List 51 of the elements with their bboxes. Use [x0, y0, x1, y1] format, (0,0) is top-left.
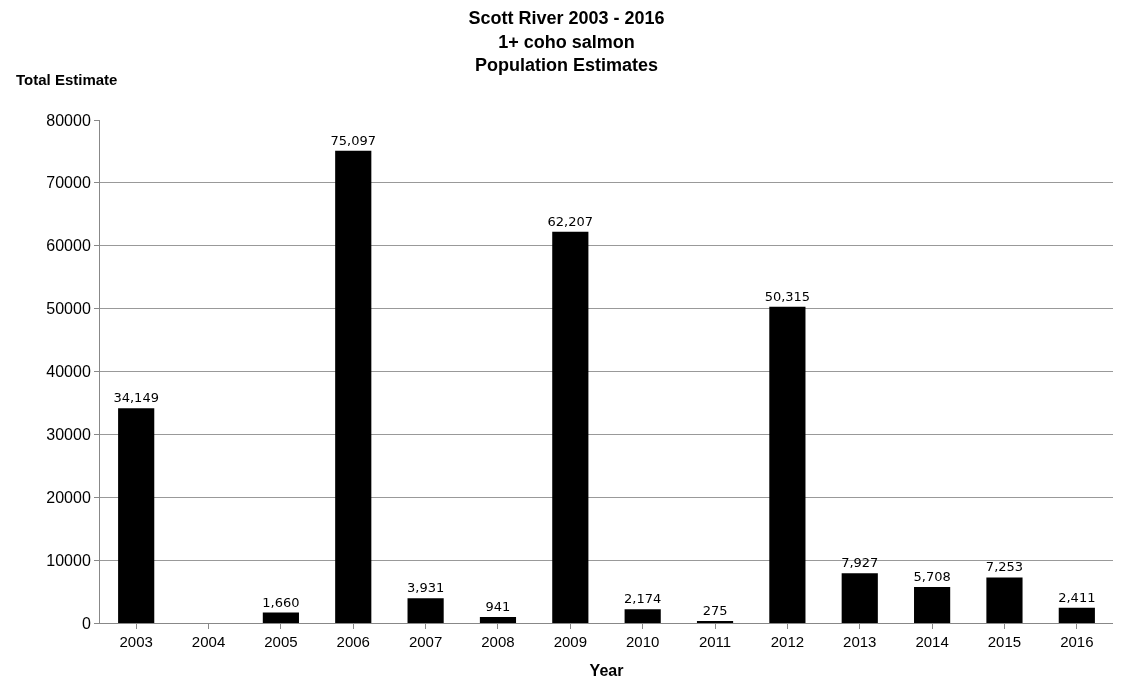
y-tick-label: 10000 [46, 551, 91, 569]
y-tick-label: 30000 [46, 425, 91, 443]
y-tick-label: 50000 [46, 300, 91, 318]
bar [624, 609, 661, 623]
x-tick-label: 2013 [843, 633, 877, 650]
data-label: 1,660 [262, 594, 300, 610]
data-label: 2,411 [1058, 589, 1096, 605]
data-label: 275 [702, 603, 728, 618]
data-label: 7,253 [985, 559, 1024, 575]
y-tick-label: 80000 [46, 111, 91, 129]
x-tick-label: 2011 [698, 633, 732, 650]
x-tick-label: 2006 [336, 633, 370, 650]
y-tick-label: 0 [81, 614, 91, 632]
bar [479, 617, 517, 623]
bar [841, 573, 878, 623]
data-label: 941 [485, 599, 511, 615]
data-label: 75,097 [330, 132, 376, 148]
x-tick-label: 2015 [987, 633, 1022, 650]
y-axis-title: Total Estimate [16, 71, 118, 88]
x-tick-label: 2016 [1060, 633, 1094, 650]
bar [769, 306, 806, 623]
x-tick-label: 2004 [191, 633, 226, 650]
bar [262, 612, 299, 623]
data-label: 62,207 [547, 213, 594, 229]
x-tick-label: 2005 [264, 633, 298, 650]
x-axis-title: Year [589, 661, 624, 679]
y-tick-label: 40000 [46, 363, 91, 381]
bar [335, 150, 372, 623]
x-tick-label: 2010 [625, 633, 660, 650]
data-label: 2,174 [624, 591, 662, 607]
bar [407, 598, 444, 623]
data-label: 5,708 [913, 569, 951, 585]
x-tick-label: 2012 [770, 633, 805, 650]
bar [914, 587, 951, 623]
bar [552, 231, 589, 623]
x-tick-label: 2008 [481, 633, 515, 650]
data-label: 7,927 [841, 555, 879, 571]
data-label: 3,931 [407, 580, 445, 596]
x-tick-label: 2014 [915, 633, 949, 650]
y-tick-label: 70000 [46, 174, 91, 192]
x-tick-label: 2009 [553, 633, 588, 650]
data-label: 50,315 [764, 288, 811, 304]
bar [986, 577, 1023, 623]
y-tick-label: 60000 [46, 237, 91, 255]
data-label: 34,149 [113, 390, 159, 406]
x-tick-label: 2003 [119, 633, 153, 650]
bar [118, 408, 155, 623]
bar [1058, 607, 1095, 623]
y-tick-label: 20000 [46, 488, 91, 506]
chart-title: Scott River 2003 - 2016 1+ coho salmon Population Estimates [468, 8, 665, 76]
x-tick-label: 2007 [408, 633, 443, 650]
